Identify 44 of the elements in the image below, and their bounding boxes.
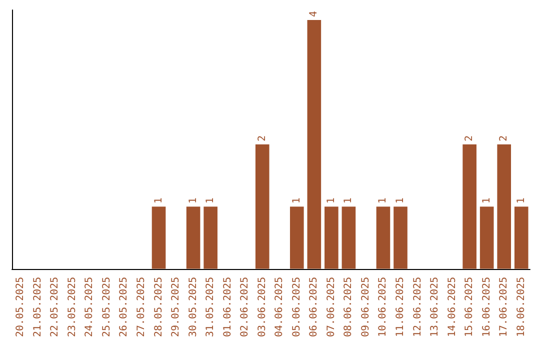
data-label: 1 xyxy=(343,198,354,204)
data-label: 2 xyxy=(498,135,510,142)
data-label: 1 xyxy=(516,198,527,204)
x-tick-label: 27.05.2025 xyxy=(136,276,147,338)
data-label: 1 xyxy=(378,198,389,204)
x-tick-label: 23.05.2025 xyxy=(66,276,78,338)
data-label: 1 xyxy=(481,198,492,204)
x-tick-label: 11.06.2025 xyxy=(395,276,406,338)
x-tick-label: 10.06.2025 xyxy=(378,276,389,338)
x-tick-label: 07.06.2025 xyxy=(326,276,337,338)
x-tick-label: 16.06.2025 xyxy=(481,276,492,338)
data-label: 1 xyxy=(291,198,302,204)
x-tick-label: 22.05.2025 xyxy=(50,276,61,338)
data-label: 4 xyxy=(308,10,320,17)
x-tick-label: 31.05.2025 xyxy=(205,276,216,338)
data-label: 1 xyxy=(326,198,337,204)
x-tick-label: 25.05.2025 xyxy=(101,276,112,338)
x-tick-label: 15.06.2025 xyxy=(464,276,476,338)
x-tick-label: 29.05.2025 xyxy=(170,276,182,338)
x-tick-label: 12.06.2025 xyxy=(412,276,424,338)
data-label: 2 xyxy=(464,135,476,142)
x-tick-label: 09.06.2025 xyxy=(360,276,372,338)
x-tick-label: 05.06.2025 xyxy=(291,276,302,338)
x-tick-label: 30.05.2025 xyxy=(188,276,199,338)
x-tick-label: 21.05.2025 xyxy=(32,276,44,338)
x-tick-label: 28.05.2025 xyxy=(153,276,164,338)
x-tick-label: 18.06.2025 xyxy=(516,276,527,338)
x-tick-label: 13.06.2025 xyxy=(430,276,441,338)
data-label: 1 xyxy=(205,198,216,204)
x-tick-label: 02.06.2025 xyxy=(240,276,251,338)
x-tick-label: 24.05.2025 xyxy=(84,276,96,338)
x-tick-label: 08.06.2025 xyxy=(343,276,354,338)
x-tick-label: 14.06.2025 xyxy=(446,276,458,338)
x-tick-label: 06.06.2025 xyxy=(308,276,320,338)
x-tick-label: 03.06.2025 xyxy=(256,276,268,338)
x-tick-label: 20.05.2025 xyxy=(15,276,26,338)
x-tick-label: 04.06.2025 xyxy=(274,276,286,338)
x-tick-label: 17.06.2025 xyxy=(498,276,510,338)
data-label: 2 xyxy=(256,135,268,142)
data-label: 1 xyxy=(188,198,199,204)
x-tick-label: 01.06.2025 xyxy=(222,276,234,338)
data-label: 1 xyxy=(395,198,406,204)
data-label: 1 xyxy=(153,198,164,204)
x-tick-label: 26.05.2025 xyxy=(118,276,130,338)
